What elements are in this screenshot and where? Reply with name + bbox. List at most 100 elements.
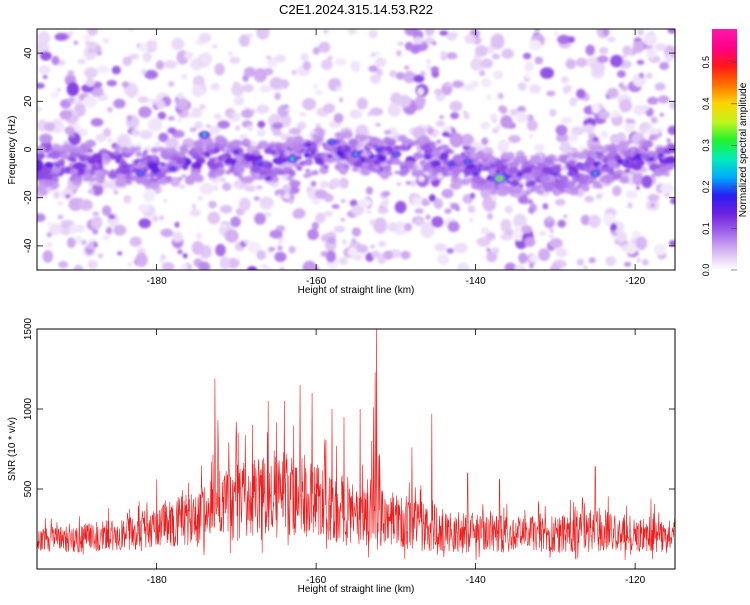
heatmap-ridge-blob [469, 152, 478, 159]
heatmap-blob [190, 209, 201, 217]
heatmap-ridge-blob [61, 144, 70, 152]
heatmap-blob [636, 186, 640, 190]
heatmap-blob [58, 260, 69, 269]
heatmap-blob [181, 73, 188, 80]
heatmap-blob [42, 45, 51, 52]
heatmap-ridge-blob [567, 160, 576, 166]
heatmap-ridge-blob [272, 166, 281, 173]
heatmap-blob [78, 129, 88, 136]
heatmap-blob [539, 230, 547, 236]
heatmap-blob [197, 195, 203, 202]
heatmap-blob [422, 73, 427, 76]
heatmap-ridge-blob [399, 167, 410, 175]
heatmap-blob [230, 216, 241, 228]
heatmap-ridge-blob [647, 150, 654, 156]
heatmap-blob [51, 55, 60, 66]
heatmap-ridge-blob [509, 160, 520, 168]
heatmap-blob [200, 52, 213, 65]
heatmap-ridge-blob [618, 141, 625, 146]
heatmap-blob [79, 199, 93, 211]
heatmap-blob [257, 120, 266, 129]
heatmap-blob [650, 116, 658, 124]
heatmap-x-tick-label: -140 [466, 276, 486, 287]
heatmap-blob [44, 122, 56, 132]
heatmap-ridge-blob [516, 172, 523, 178]
heatmap-ridge-blob [567, 180, 577, 187]
heatmap-ridge-blob [251, 174, 259, 180]
heatmap-blob [288, 129, 296, 134]
heatmap-blob [492, 247, 500, 254]
heatmap-blob [555, 124, 568, 136]
heatmap-blob [440, 50, 447, 59]
heatmap-ridge-blob [587, 179, 594, 185]
heatmap-ridge-blob [463, 168, 473, 176]
heatmap-blob [191, 241, 204, 255]
heatmap-ridge-blob [194, 175, 204, 183]
heatmap-ridge-blob [495, 169, 501, 174]
colorbar-label: Normalized spectral amplitude [738, 82, 749, 217]
heatmap-ridge-blob [340, 146, 345, 150]
heatmap-blob [501, 48, 514, 59]
heatmap-blob [77, 58, 86, 65]
heatmap-ridge-blob [215, 171, 222, 176]
heatmap-ridge-blob [589, 145, 599, 153]
heatmap-blob [72, 111, 78, 115]
heatmap-blob [434, 243, 447, 252]
heatmap-ridge-blob [327, 154, 333, 159]
heatmap-ridge-blob [293, 162, 300, 168]
heatmap-blob [214, 63, 225, 76]
heatmap-blob [323, 29, 329, 34]
heatmap-blob [653, 243, 667, 256]
heatmap-blob [323, 210, 334, 217]
heatmap-ridge-blob [566, 152, 573, 157]
heatmap-blob [638, 72, 645, 79]
heatmap-ridge-blob [141, 153, 147, 157]
heatmap-blob [289, 180, 301, 188]
heatmap-ridge-blob [176, 163, 182, 168]
heatmap-blob [424, 29, 435, 36]
heatmap-blob [269, 247, 276, 252]
heatmap-blob [437, 253, 450, 265]
heatmap-panel: -180 -160 -140 -120 -40 -20 0 20 40 Height of s… [7, 28, 676, 296]
heatmap-ridge-blob [157, 178, 166, 185]
heatmap-ridge-blob [175, 151, 181, 155]
heatmap-blob [446, 248, 455, 254]
heatmap-ridge-blob [69, 151, 77, 157]
heatmap-blob [159, 215, 164, 220]
heatmap-ridge-blob [256, 144, 264, 150]
heatmap-blob [161, 262, 175, 270]
heatmap-ridge-blob [136, 161, 144, 167]
heatmap-blob [641, 175, 653, 189]
heatmap-blob [315, 89, 324, 96]
heatmap-blob [525, 115, 530, 120]
heatmap-blob [162, 198, 168, 203]
heatmap-blob [368, 65, 379, 73]
heatmap-blob [670, 197, 675, 205]
heatmap-ridge-blob [451, 166, 462, 175]
heatmap-blob [69, 31, 74, 36]
heatmap-blob [73, 264, 83, 270]
heatmap-blob [557, 219, 567, 228]
heatmap-blob [233, 96, 245, 106]
heatmap-blob [242, 84, 254, 93]
colorbar-tick-label: 0.4 [701, 98, 711, 111]
heatmap-blob [522, 52, 532, 60]
heatmap-blob [87, 259, 98, 270]
heatmap-ridge-blob [659, 165, 669, 173]
heatmap-blob [129, 53, 139, 60]
heatmap-blob [207, 211, 221, 225]
heatmap-blob [190, 107, 203, 119]
heatmap-blob [400, 250, 411, 260]
heatmap-ridge-blob [259, 169, 268, 176]
heatmap-ridge-blob [225, 148, 233, 154]
heatmap-blob [155, 100, 166, 109]
heatmap-blob [410, 180, 417, 187]
heatmap-blob [323, 103, 336, 114]
heatmap-blob [319, 180, 329, 189]
heatmap-ridge-blob [44, 173, 54, 181]
heatmap-blob [269, 229, 283, 239]
heatmap-blob [570, 99, 577, 106]
heatmap-hotspot [567, 170, 576, 177]
heatmap-blob [450, 203, 460, 210]
heatmap-hotspot [422, 153, 433, 161]
